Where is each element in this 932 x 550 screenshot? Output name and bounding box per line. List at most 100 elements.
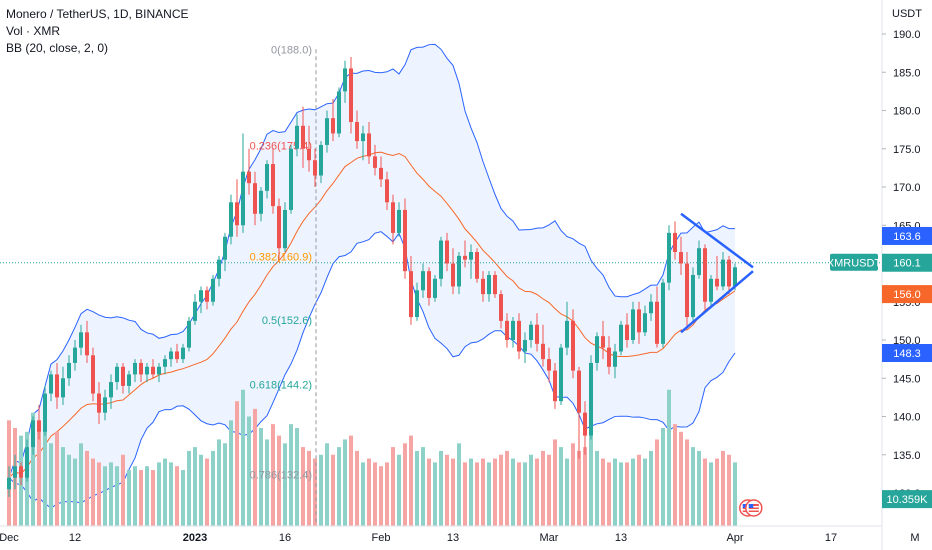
volume-bar [577,450,581,526]
volume-bar [613,458,617,526]
candle [697,240,701,279]
candle-body [727,259,731,287]
symbol-title: Monero / TetherUS, 1D, BINANCE [6,7,189,21]
volume-bar [337,447,341,526]
candle-body [145,366,149,375]
volume-bar [277,435,281,526]
volume-bar [631,458,635,526]
fib-level-label: 0.5(152.6) [262,315,312,327]
candle [151,359,155,379]
candle-body [61,378,65,398]
candle-body [613,351,617,367]
candle-body [121,366,125,386]
candle [511,317,515,348]
volume-bar [541,450,545,526]
candle-body [673,232,677,253]
triangle-upper-line [680,212,754,269]
candle [19,462,23,486]
candle [685,252,689,329]
candle [349,56,353,134]
candle-body [703,248,707,302]
candle-body [187,320,191,348]
volume-bar [229,420,233,526]
candle [529,320,533,348]
candle-body [307,148,311,161]
candle [649,294,653,321]
time-tick-label: Feb [372,532,391,544]
candle-body [403,209,407,272]
candle [307,125,311,172]
candle [109,374,113,409]
candle [43,385,47,436]
time-tick-label: M [910,532,919,544]
candle-body [49,374,53,394]
volume-bar [715,458,719,526]
candle-body [667,232,671,283]
volume-bar [601,458,605,526]
candle [673,221,677,260]
candle [523,332,527,363]
candle [331,99,335,142]
candle-body [205,290,209,302]
candle-body [361,133,365,142]
volume-bar [409,435,413,526]
candle-body [469,252,473,260]
candle [163,355,167,375]
volume-bar [109,462,113,526]
candle-body [385,179,389,203]
candle [451,248,455,295]
volume-bar [307,450,311,526]
candle [31,416,35,455]
candle-body [415,290,419,318]
volume-bar [571,443,575,526]
candle-body [19,466,23,478]
candle [493,271,497,298]
candle-body [511,320,515,340]
candle [715,255,719,291]
price-tick-label: 185.0 [893,67,921,79]
candle [703,244,707,310]
candle-body [289,148,293,210]
volume-bar [55,431,59,526]
candle-body [661,282,665,344]
candle-body [589,362,593,436]
candle-body [37,420,41,432]
candle [241,133,245,233]
candle-body [193,301,197,321]
candle [439,236,443,287]
candle-body [259,190,263,214]
candle-body [331,118,335,134]
candle [463,240,467,268]
price-tag: 156.0 [882,285,932,304]
volume-bar [679,431,683,526]
volume-bar [373,462,377,526]
candle [427,267,431,306]
volume-bar [415,450,419,526]
candle-body [319,144,323,176]
price-tick-label: 150.0 [893,335,921,347]
candle-body [649,301,653,314]
candle [679,236,683,275]
triangle-lower-line [680,270,754,334]
volume-bar [685,439,689,526]
volume-bar [187,450,191,526]
candle-body [571,320,575,371]
volume-bar [463,462,467,526]
volume-bar [235,401,239,526]
candle-body [337,91,341,134]
candle-body [127,374,131,386]
volume-bar [697,450,701,526]
candle-body [277,206,281,249]
candle [247,148,251,195]
volume-bar [661,427,665,526]
candle-body [43,393,47,432]
candle [367,121,371,165]
us-flag-icon [745,499,763,517]
volume-bar [181,470,185,526]
candle-body [481,278,485,295]
candle [277,198,281,260]
candle-body [685,263,689,318]
candle-body [427,271,431,298]
candle-body [709,278,713,302]
